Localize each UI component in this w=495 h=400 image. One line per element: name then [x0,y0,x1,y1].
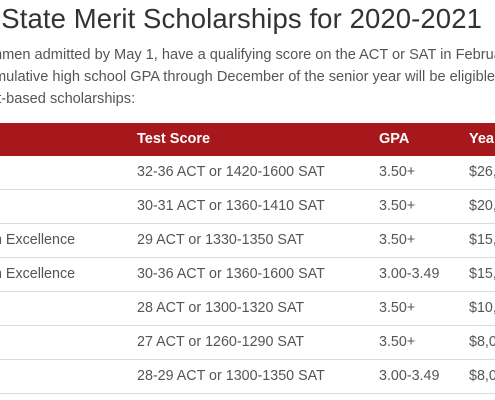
table-row: 28-29 ACT or 1300-1350 SAT 3.00-3.49 $8,… [0,360,495,394]
yearly-amount-cell: $8,0 [469,368,495,384]
scholarship-name-cell: n Excellence [0,266,76,282]
test-score-cell: 28 ACT or 1300-1320 SAT [137,300,305,316]
gpa-cell: 3.50+ [379,300,416,316]
intro-paragraph: hmen admitted by May 1, have a qualifyin… [0,44,495,110]
gpa-cell: 3.50+ [379,198,416,214]
yearly-amount-cell: $15, [469,266,495,282]
test-score-cell: 32-36 ACT or 1420-1600 SAT [137,164,325,180]
table-header-row: Test Score GPA Year [0,123,495,156]
intro-line: hmen admitted by May 1, have a qualifyin… [0,47,495,63]
column-header-gpa: GPA [379,131,410,147]
column-header-yearly: Year [469,131,495,147]
gpa-cell: 3.00-3.49 [379,266,440,282]
test-score-cell: 30-31 ACT or 1360-1410 SAT [137,198,325,214]
table-row: 30-31 ACT or 1360-1410 SAT 3.50+ $20, [0,190,495,224]
test-score-cell: 30-36 ACT or 1360-1600 SAT [137,266,325,282]
yearly-amount-cell: $10, [469,300,495,316]
table-row: 27 ACT or 1260-1290 SAT 3.50+ $8,0 [0,326,495,360]
gpa-cell: 3.00-3.49 [379,368,440,384]
table-row: n Excellence 29 ACT or 1330-1350 SAT 3.5… [0,224,495,258]
test-score-cell: 27 ACT or 1260-1290 SAT [137,334,305,350]
gpa-cell: 3.50+ [379,334,416,350]
test-score-cell: 29 ACT or 1330-1350 SAT [137,232,305,248]
gpa-cell: 3.50+ [379,164,416,180]
scholarship-name-cell: n Excellence [0,232,76,248]
intro-line: mulative high school GPA through Decembe… [0,69,495,85]
table-row: 28 ACT or 1300-1320 SAT 3.50+ $10, [0,292,495,326]
yearly-amount-cell: $15, [469,232,495,248]
table-row: n Excellence 30-36 ACT or 1360-1600 SAT … [0,258,495,292]
intro-line: it-based scholarships: [0,91,136,107]
column-header-test-score: Test Score [137,131,211,147]
yearly-amount-cell: $20, [469,198,495,214]
test-score-cell: 28-29 ACT or 1300-1350 SAT [137,368,325,384]
page-title: -State Merit Scholarships for 2020-2021 [0,3,482,34]
table-row: 32-36 ACT or 1420-1600 SAT 3.50+ $26, [0,156,495,190]
yearly-amount-cell: $26, [469,164,495,180]
yearly-amount-cell: $8,0 [469,334,495,350]
gpa-cell: 3.50+ [379,232,416,248]
